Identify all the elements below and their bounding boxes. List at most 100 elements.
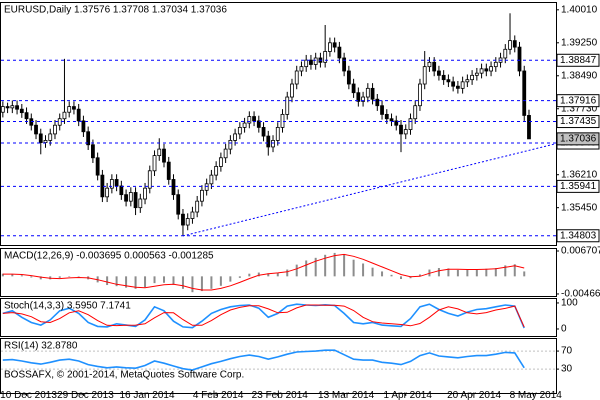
candle-body xyxy=(133,192,138,209)
macd-bar xyxy=(257,272,260,277)
candle-body xyxy=(309,59,313,65)
candle-body xyxy=(455,85,460,89)
macd-bar xyxy=(314,257,317,277)
y-tick-label: 1.39250 xyxy=(561,37,598,48)
macd-bar xyxy=(286,269,289,277)
candle-body xyxy=(114,179,119,187)
candle-body xyxy=(147,170,152,189)
candle-body xyxy=(128,192,133,202)
candle-body xyxy=(328,42,332,52)
x-tick-label: 8 May 2014 xyxy=(510,390,563,400)
candle-body xyxy=(218,157,223,167)
candle-body xyxy=(271,140,275,148)
candle-body xyxy=(299,66,304,72)
candle-body xyxy=(105,187,110,198)
candle-body xyxy=(209,174,214,185)
candle-body xyxy=(171,179,176,196)
candle-body xyxy=(214,166,219,176)
candle-body xyxy=(252,116,256,122)
candle-body xyxy=(413,105,418,120)
candle-body xyxy=(313,57,318,65)
macd-bar xyxy=(437,268,440,277)
y-tick-label: 100 xyxy=(561,298,578,309)
candle-body xyxy=(185,218,190,226)
level-box xyxy=(556,229,600,243)
candle-body xyxy=(517,46,522,72)
y-tick-label: 0 xyxy=(561,324,567,335)
y-tick-label: 0.006707 xyxy=(561,246,600,257)
macd-bar xyxy=(219,276,222,286)
y-tick-label: 1.38490 xyxy=(561,70,598,81)
x-tick-label: 1 Apr 2014 xyxy=(384,390,433,400)
candle-body xyxy=(76,108,81,122)
candle-body xyxy=(427,61,432,68)
candle-body xyxy=(228,140,233,150)
y-tick-label: 1.36210 xyxy=(561,169,598,180)
candle-body xyxy=(408,118,413,130)
macd-bar xyxy=(68,276,71,277)
indicator-line xyxy=(2,349,525,371)
candle-body xyxy=(479,68,484,74)
candle-body xyxy=(503,48,508,59)
indicator-line xyxy=(2,253,525,291)
candle-body xyxy=(237,127,242,135)
level-box xyxy=(556,94,600,108)
candle-body xyxy=(143,187,147,200)
candle-body xyxy=(470,74,475,81)
candle-body xyxy=(399,124,403,135)
candle-body xyxy=(451,81,456,87)
candle-body xyxy=(242,122,247,128)
level-label: 1.37916 xyxy=(560,95,597,106)
macd-bar xyxy=(106,276,109,286)
candle-body xyxy=(119,185,124,196)
candle-body xyxy=(422,66,427,85)
macd-bar xyxy=(456,269,459,277)
candle-body xyxy=(38,133,43,143)
candle-body xyxy=(152,155,157,172)
macd-bar xyxy=(343,254,346,277)
x-tick-label: 20 Apr 2014 xyxy=(447,390,501,400)
y-tick-label: 1.35450 xyxy=(561,202,598,213)
macd-bar xyxy=(513,264,516,277)
candle-body xyxy=(294,70,299,85)
macd-bar xyxy=(475,269,478,277)
candle-body xyxy=(48,133,53,141)
candle-body xyxy=(72,106,76,110)
macd-bar xyxy=(163,276,166,283)
candle-body xyxy=(432,61,437,72)
macd-bar xyxy=(248,273,251,277)
candle-body xyxy=(493,61,498,68)
macd-bar xyxy=(200,276,203,292)
candle-body xyxy=(204,183,209,191)
macd-bar xyxy=(1,273,4,277)
candle-body xyxy=(266,135,271,148)
candle-body xyxy=(460,81,465,89)
candle-body xyxy=(304,59,309,68)
candle-body xyxy=(389,118,394,122)
macd-bar xyxy=(39,276,42,280)
macd-bar xyxy=(333,252,336,277)
candle-body xyxy=(342,57,347,72)
x-tick-label: 13 Mar 2014 xyxy=(318,390,375,400)
candle-body xyxy=(403,129,408,135)
candle-body xyxy=(124,194,128,202)
macd-bar xyxy=(295,264,298,277)
candle-body xyxy=(394,120,399,126)
candle-body xyxy=(323,51,328,63)
panel-frame xyxy=(0,298,557,337)
candle-body xyxy=(162,148,166,163)
candle-body xyxy=(337,46,342,59)
candle-body xyxy=(157,148,162,157)
candle-body xyxy=(138,198,143,209)
candle-body xyxy=(62,111,67,120)
candle-body xyxy=(5,106,10,109)
macd-bar xyxy=(20,275,23,277)
candle-body xyxy=(351,83,356,94)
candle-body xyxy=(261,127,266,137)
current-price-box xyxy=(556,132,600,146)
candle-body xyxy=(375,98,380,107)
candle-body xyxy=(223,148,228,159)
macd-bar xyxy=(418,274,421,277)
y-tick-label: 1.37730 xyxy=(561,103,598,114)
